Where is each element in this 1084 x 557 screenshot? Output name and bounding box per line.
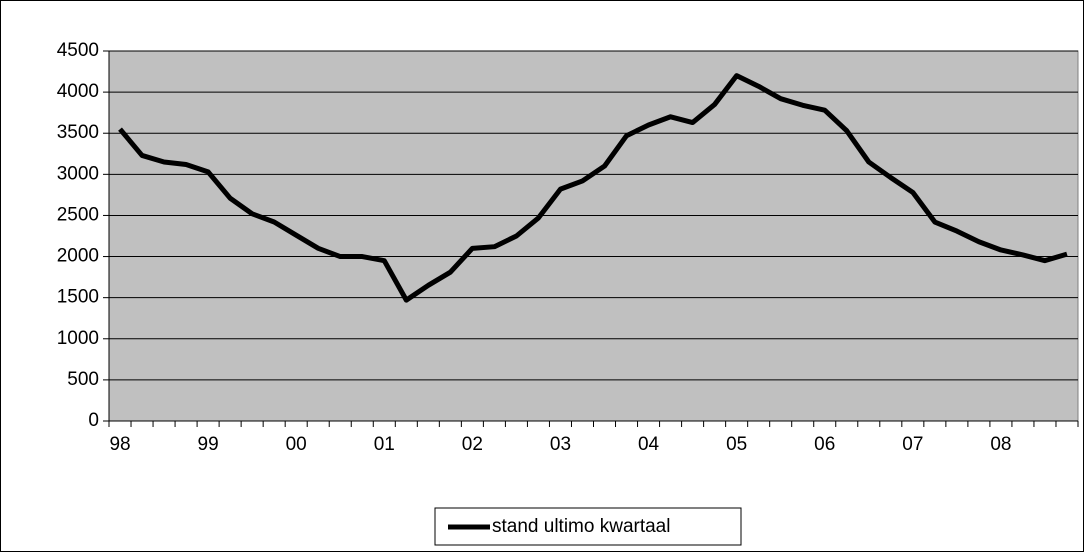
y-tick-label: 2500	[57, 204, 99, 225]
line	[118, 73, 1068, 303]
x-tick-label: 07	[902, 434, 923, 455]
x-tick-label: 02	[462, 434, 483, 455]
x-tick-label: 05	[726, 434, 747, 455]
y-tick-label: 500	[67, 369, 99, 390]
x-tick-label: 06	[814, 434, 835, 455]
x-tick-label: 03	[550, 434, 571, 455]
y-tick-label: 0	[88, 410, 99, 431]
plot-area	[108, 50, 1079, 422]
x-tick-label: 00	[286, 434, 307, 455]
x-tick-label: 01	[374, 434, 395, 455]
y-tick-label: 1500	[57, 287, 99, 308]
x-tick-label: 08	[990, 434, 1011, 455]
x-tick-label: 98	[109, 434, 130, 455]
y-tick-label: 1000	[57, 328, 99, 349]
y-tick-label: 3000	[57, 163, 99, 184]
y-tick-label: 4500	[57, 40, 99, 61]
y-tick-label: 3500	[57, 122, 99, 143]
x-tick-label: 04	[638, 434, 660, 455]
y-tick-label: 4000	[57, 81, 99, 102]
y-tick-label: 2000	[57, 246, 99, 267]
legend-label: stand ultimo kwartaal	[492, 516, 670, 537]
x-tick-label: 99	[198, 434, 219, 455]
